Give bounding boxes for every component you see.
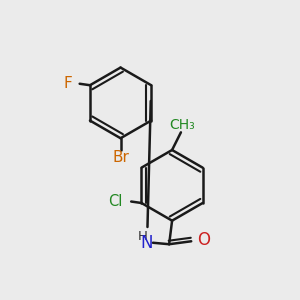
Text: O: O [197, 231, 210, 249]
Text: Br: Br [112, 150, 129, 165]
Text: CH₃: CH₃ [169, 118, 195, 132]
Text: N: N [141, 234, 153, 252]
Text: F: F [64, 76, 72, 91]
Text: H: H [138, 230, 148, 243]
Text: Cl: Cl [109, 194, 123, 209]
